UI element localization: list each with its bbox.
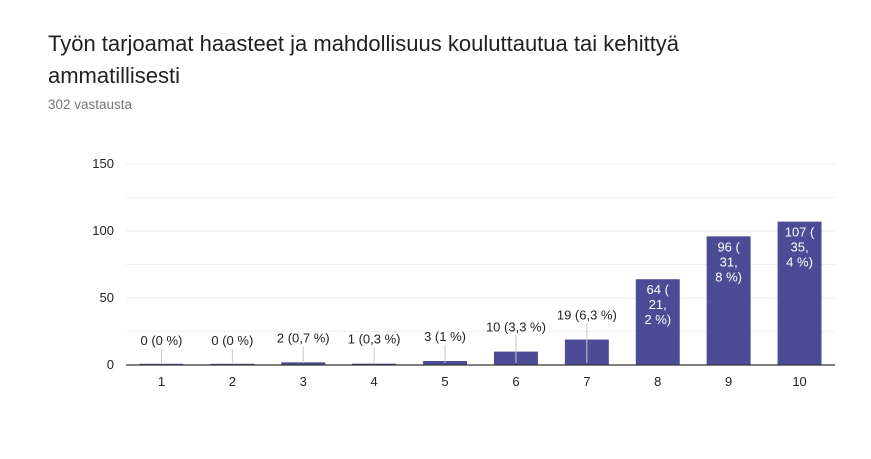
x-tick-label: 10 <box>792 374 806 389</box>
data-label: 10 (3,3 %) <box>486 320 546 335</box>
x-tick-label: 3 <box>300 374 307 389</box>
bar <box>777 221 822 365</box>
x-tick-label: 7 <box>583 374 590 389</box>
data-label: 2 (0,7 %) <box>277 330 330 345</box>
bar <box>635 279 680 365</box>
x-tick-label: 8 <box>654 374 661 389</box>
data-label: 4 %) <box>786 255 813 270</box>
y-tick-label: 0 <box>107 357 114 372</box>
y-tick-label: 150 <box>92 156 114 171</box>
y-tick-label: 50 <box>100 290 114 305</box>
data-label: 21, <box>649 297 667 312</box>
bar <box>281 362 326 365</box>
data-label: 3 (1 %) <box>424 329 466 344</box>
x-tick-label: 5 <box>441 374 448 389</box>
y-tick-label: 100 <box>92 223 114 238</box>
data-label: 96 ( <box>717 239 740 254</box>
data-label: 8 %) <box>715 269 742 284</box>
data-label: 0 (0 %) <box>211 333 253 348</box>
data-label: 0 (0 %) <box>140 333 182 348</box>
x-tick-label: 1 <box>158 374 165 389</box>
x-tick-label: 9 <box>725 374 732 389</box>
data-label: 1 (0,3 %) <box>348 332 401 347</box>
data-label: 19 (6,3 %) <box>557 308 617 323</box>
data-label: 2 %) <box>644 312 671 327</box>
x-tick-label: 4 <box>371 374 378 389</box>
x-tick-label: 2 <box>229 374 236 389</box>
x-tick-label: 6 <box>512 374 519 389</box>
page-title: Työn tarjoamat haasteet ja mahdollisuus … <box>48 31 680 88</box>
bar <box>352 363 397 365</box>
data-label: 107 ( <box>785 225 815 240</box>
data-label: 35, <box>791 240 809 255</box>
data-label: 31, <box>720 254 738 269</box>
data-label: 64 ( <box>647 282 670 297</box>
bar <box>706 236 751 365</box>
response-count: 302 vastausta <box>48 97 133 112</box>
